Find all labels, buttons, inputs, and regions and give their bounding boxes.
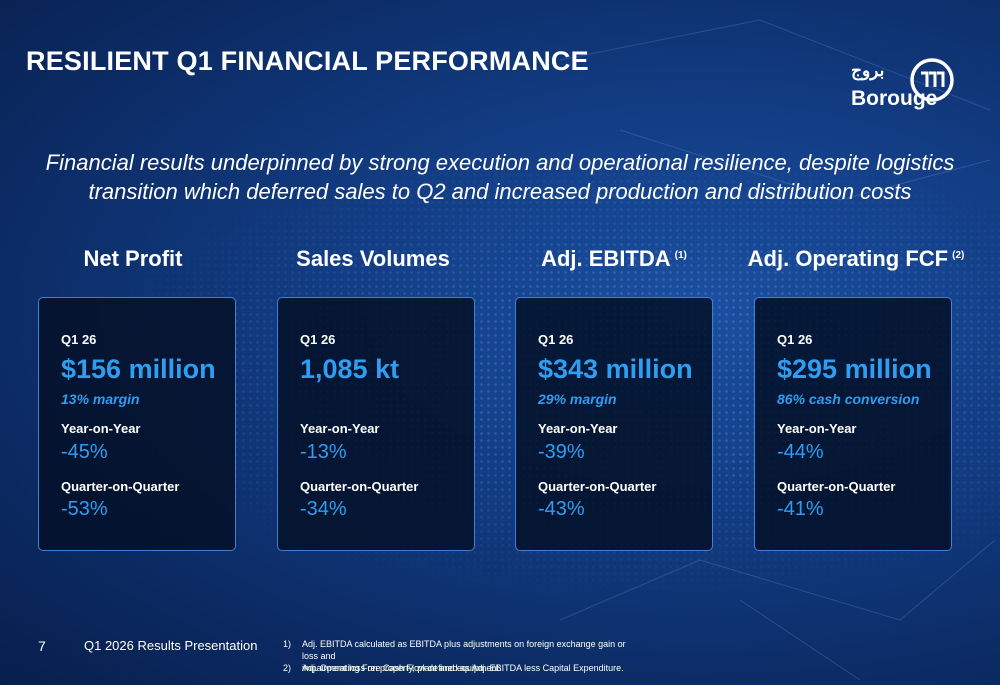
qoq-value: -43% (538, 498, 585, 520)
footnote-text-line: Adj. Operating Free Cash Flow defined as… (302, 663, 624, 673)
yoy-label: Year-on-Year (538, 421, 618, 436)
page-number: 7 (38, 638, 46, 654)
yoy-label: Year-on-Year (777, 421, 857, 436)
metric-header-adj-operating-fcf: Adj. Operating FCF (2) (736, 246, 976, 272)
metric-note: 29% margin (538, 391, 617, 407)
yoy-value: -45% (61, 441, 108, 463)
footnote-number: 1) (283, 639, 292, 649)
period-label: Q1 26 (300, 332, 336, 347)
qoq-label: Quarter-on-Quarter (61, 479, 180, 494)
metric-card-net-profit: Q1 26 $156 million 13% margin Year-on-Ye… (38, 297, 236, 551)
metric-header-label: Sales Volumes (296, 246, 450, 271)
qoq-label: Quarter-on-Quarter (538, 479, 657, 494)
yoy-value: -39% (538, 441, 585, 463)
qoq-label: Quarter-on-Quarter (777, 479, 896, 494)
footnote-text-line: Adj. EBITDA calculated as EBITDA plus ad… (302, 639, 626, 661)
slide-title: RESILIENT Q1 FINANCIAL PERFORMANCE (26, 46, 589, 76)
metric-value: 1,085 kt (300, 354, 400, 384)
metric-card-sales-volumes: Q1 26 1,085 kt Year-on-Year -13% Quarter… (277, 297, 475, 551)
qoq-value: -34% (300, 498, 347, 520)
metric-header-label: Adj. EBITDA (541, 246, 671, 271)
footnote-ref: (1) (674, 250, 687, 261)
subtitle-line-1: Financial results underpinned by strong … (45, 150, 955, 175)
period-label: Q1 26 (61, 332, 97, 347)
borouge-logo: بروج Borouge (845, 55, 975, 115)
metric-header-label: Adj. Operating FCF (747, 246, 949, 271)
qoq-value: -53% (61, 498, 108, 520)
subtitle-line-2: transition which deferred sales to Q2 an… (88, 179, 912, 204)
yoy-value: -44% (777, 441, 824, 463)
footnote-number: 2) (283, 663, 292, 673)
metric-header-label: Net Profit (83, 246, 183, 271)
metric-value: $295 million (777, 354, 932, 384)
metric-value: $156 million (61, 354, 216, 384)
yoy-label: Year-on-Year (300, 421, 380, 436)
metric-header-net-profit: Net Profit (13, 246, 253, 272)
footnote-1: 1) Adj. EBITDA calculated as EBITDA plus… (283, 638, 643, 674)
period-label: Q1 26 (777, 332, 813, 347)
metric-note: 13% margin (61, 391, 140, 407)
metric-card-adj-operating-fcf: Q1 26 $295 million 86% cash conversion Y… (754, 297, 952, 551)
qoq-value: -41% (777, 498, 824, 520)
borouge-logo-icon (910, 58, 954, 102)
presentation-label: Q1 2026 Results Presentation (84, 638, 258, 653)
footnote-2: 2) Adj. Operating Free Cash Flow defined… (283, 662, 643, 674)
metric-header-sales-volumes: Sales Volumes (253, 246, 493, 272)
metric-header-adj-ebitda: Adj. EBITDA (1) (494, 246, 734, 272)
footnote-text-line: impairment loss on property, plant and e… (302, 663, 502, 673)
period-label: Q1 26 (538, 332, 574, 347)
metric-card-adj-ebitda: Q1 26 $343 million 29% margin Year-on-Ye… (515, 297, 713, 551)
yoy-label: Year-on-Year (61, 421, 141, 436)
yoy-value: -13% (300, 441, 347, 463)
metric-note: 86% cash conversion (777, 391, 920, 407)
qoq-label: Quarter-on-Quarter (300, 479, 419, 494)
footnote-ref: (2) (952, 250, 965, 261)
metric-value: $343 million (538, 354, 693, 384)
slide-subtitle: Financial results underpinned by strong … (0, 148, 1000, 206)
logo-arabic-text: بروج (851, 61, 885, 80)
